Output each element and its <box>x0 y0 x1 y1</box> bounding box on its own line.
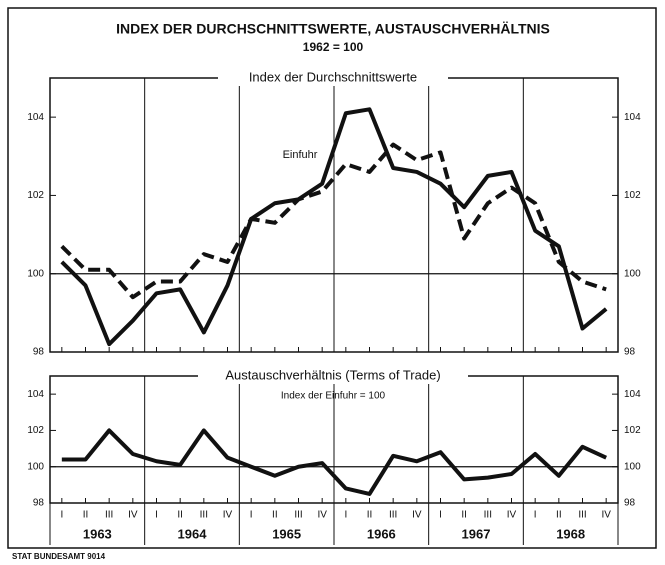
panel-subtitle: Index der Einfuhr = 100 <box>281 391 386 402</box>
source: STAT BUNDESAMT 9014 <box>12 552 106 561</box>
y-tick-label: 98 <box>624 498 636 509</box>
x-tick-label: II <box>461 510 467 521</box>
x-tick-label: IV <box>223 510 233 521</box>
x-tick-label: I <box>534 510 537 521</box>
data-line <box>60 142 607 300</box>
y-tick-label: 98 <box>33 347 45 358</box>
data-line <box>61 428 608 496</box>
x-tick-label: III <box>484 510 492 521</box>
x-tick-label: I <box>344 510 347 521</box>
y-tick-label: 104 <box>27 389 44 400</box>
y-tick-label: 104 <box>624 112 641 123</box>
y-tick-label: 102 <box>624 190 641 201</box>
panel-title: Index der Durchschnittswerte <box>249 69 417 84</box>
y-tick-label: 102 <box>27 190 44 201</box>
x-tick-label: IV <box>412 510 422 521</box>
x-tick-label: III <box>389 510 397 521</box>
y-tick-label: 98 <box>624 347 636 358</box>
panel-title: Austauschverhältnis (Terms of Trade) <box>225 367 440 382</box>
year-label: 1963 <box>83 526 112 541</box>
x-tick-label: I <box>250 510 253 521</box>
x-tick-label: III <box>294 510 302 521</box>
series-label: Einfuhr <box>283 149 318 161</box>
y-tick-label: 100 <box>624 268 641 279</box>
x-tick-label: II <box>83 510 89 521</box>
x-tick-label: II <box>177 510 183 521</box>
x-tick-label: III <box>578 510 586 521</box>
x-tick-label: II <box>272 510 278 521</box>
year-label: 1968 <box>556 526 585 541</box>
x-tick-label: I <box>60 510 63 521</box>
x-tick-label: II <box>367 510 373 521</box>
data-line <box>60 107 608 347</box>
year-label: 1967 <box>462 526 491 541</box>
chart-title: INDEX DER DURCHSCHNITTSWERTE, AUSTAUSCHV… <box>116 21 550 37</box>
x-tick-label: IV <box>601 510 611 521</box>
x-tick-label: III <box>200 510 208 521</box>
y-tick-label: 100 <box>624 461 641 472</box>
y-tick-label: 102 <box>624 425 641 436</box>
x-tick-label: III <box>105 510 113 521</box>
title-bg <box>218 70 448 86</box>
year-label: 1965 <box>272 526 301 541</box>
year-label: 1966 <box>367 526 396 541</box>
frame <box>7 7 657 549</box>
title-bg <box>198 368 468 384</box>
x-tick-label: IV <box>317 510 327 521</box>
year-label: 1964 <box>178 526 208 541</box>
x-tick-label: I <box>439 510 442 521</box>
y-tick-label: 104 <box>624 389 641 400</box>
chart-subtitle: 1962 = 100 <box>303 40 364 54</box>
y-tick-label: 100 <box>27 268 44 279</box>
x-tick-label: I <box>155 510 158 521</box>
x-tick-label: IV <box>507 510 517 521</box>
y-tick-label: 102 <box>27 425 44 436</box>
x-tick-label: IV <box>128 510 138 521</box>
y-tick-label: 98 <box>33 498 45 509</box>
x-tick-label: II <box>556 510 562 521</box>
y-tick-label: 104 <box>27 112 44 123</box>
y-tick-label: 100 <box>27 461 44 472</box>
